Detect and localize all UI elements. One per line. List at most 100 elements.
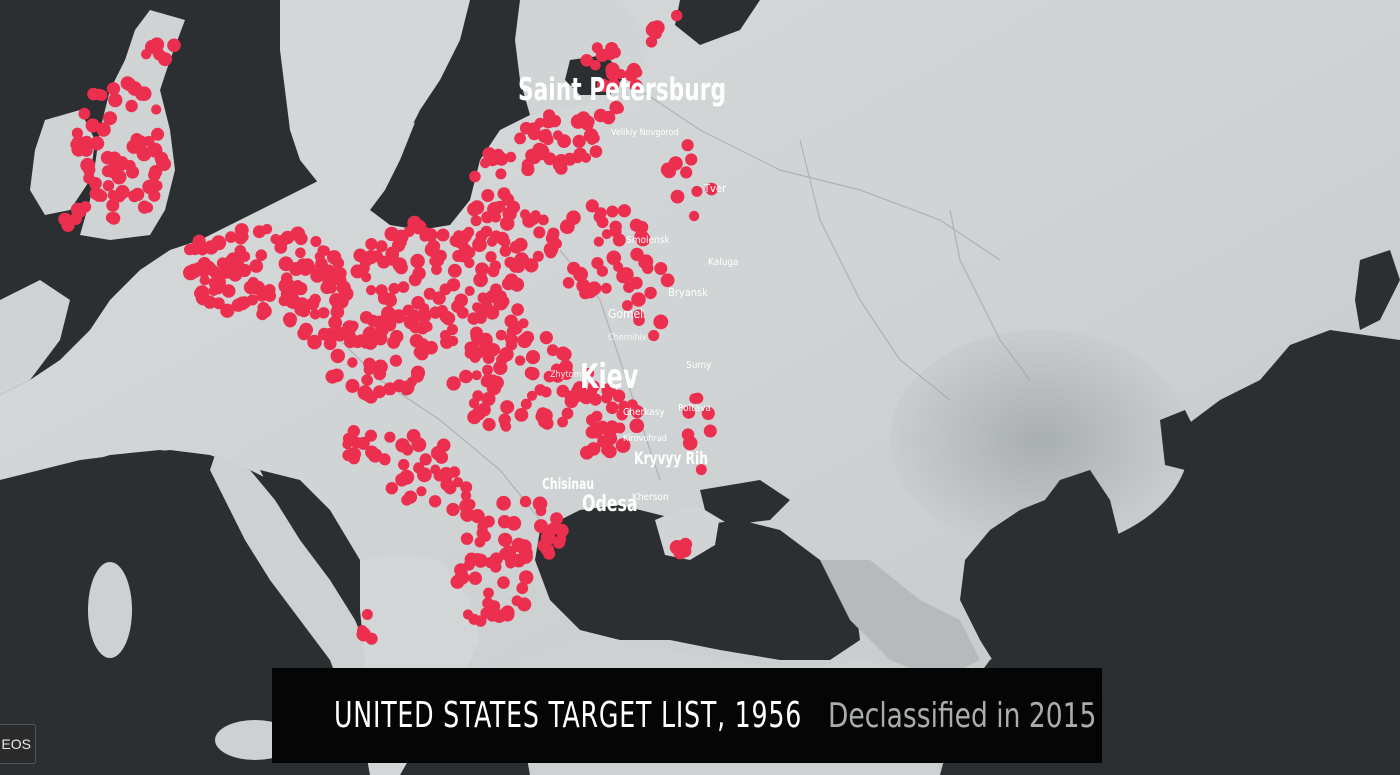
target-marker [605,401,619,415]
target-marker [605,49,616,61]
target-marker [394,229,409,245]
target-marker [481,211,494,224]
caption-subtitle: Declassified in 2015 [828,695,1097,736]
city-label-poltava: Poltava [678,403,711,414]
videos-chip-button[interactable]: EOS [0,724,36,764]
target-marker [103,111,117,126]
target-marker [365,238,378,251]
target-marker [151,104,162,115]
caucasus-relief [820,560,980,680]
target-marker [78,107,91,120]
target-marker [330,305,345,319]
target-marker [295,247,306,259]
target-marker [524,258,539,273]
target-marker [563,152,577,166]
adriatic-sea [260,470,375,615]
target-marker [615,68,626,80]
target-marker [482,364,493,376]
target-marker [485,251,497,263]
target-marker [591,42,603,54]
target-marker [492,609,507,623]
target-marker [452,477,464,488]
target-marker [501,193,515,206]
target-marker [149,37,165,52]
target-marker [230,256,244,270]
target-marker [208,285,219,296]
target-marker [361,389,374,402]
target-marker [593,236,604,247]
target-marker [645,22,661,38]
target-marker [484,602,495,613]
target-marker [524,366,538,380]
target-marker [635,220,649,234]
target-marker [548,114,562,128]
target-marker [509,240,523,254]
target-marker [601,392,613,404]
target-marker [514,408,529,422]
target-marker [261,223,273,235]
target-marker [587,380,600,393]
city-label-kirovohrad: Kirovohrad [623,434,667,444]
target-marker [125,99,138,113]
target-marker [274,241,288,254]
target-marker [432,255,445,267]
target-marker [418,341,429,353]
target-marker [106,82,121,96]
target-marker [409,321,422,334]
target-marker [539,331,553,345]
target-marker [562,277,575,289]
target-marker [606,205,619,218]
target-marker [357,625,368,636]
target-marker [508,334,519,345]
target-marker [385,482,398,495]
target-marker [149,165,163,179]
target-marker [481,189,495,202]
target-marker [482,417,496,432]
target-marker [557,416,568,428]
target-marker [550,363,563,376]
target-marker [80,157,96,173]
target-marker [493,200,506,213]
target-marker [519,570,534,585]
target-marker [580,152,592,163]
target-marker [278,278,294,294]
target-marker [288,295,299,306]
target-marker [527,150,542,165]
target-marker [398,458,410,471]
target-marker [307,334,322,350]
target-marker [589,145,603,158]
target-marker [463,226,475,238]
target-marker [106,165,120,179]
target-marker [499,547,512,561]
target-marker [211,235,227,251]
target-marker [151,127,165,141]
target-marker [427,239,441,253]
target-marker [131,187,145,201]
target-marker [365,632,378,645]
caspian-depression [890,330,1190,550]
target-marker [390,329,404,344]
target-marker [416,486,427,497]
target-marker [93,191,104,202]
target-marker [373,367,387,381]
target-marker [153,48,166,61]
target-marker [609,100,623,115]
target-marker [479,530,491,542]
target-marker [538,408,553,423]
target-marker [384,251,399,266]
target-marker [468,613,480,625]
target-marker [472,302,482,313]
target-marker [408,273,422,287]
target-marker [225,231,237,243]
target-marker [309,293,321,306]
target-marker [197,245,208,256]
city-label-chernihiv: Chernihiv [608,333,647,343]
target-marker [309,309,321,320]
target-marker [671,9,683,22]
city-label-zhytomyr: Zhytomyr [550,370,590,380]
target-marker [681,139,694,152]
target-marker [302,258,314,269]
target-marker [521,330,535,344]
target-marker [480,157,491,169]
